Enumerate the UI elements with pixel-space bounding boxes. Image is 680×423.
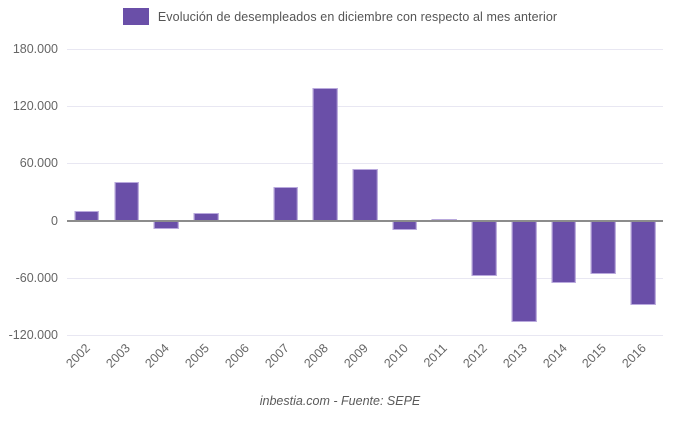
y-axis-tick-label: -60.000 bbox=[15, 270, 58, 285]
bar[interactable] bbox=[114, 181, 139, 221]
y-axis-tick-label: 0 bbox=[51, 213, 58, 228]
bar[interactable] bbox=[352, 168, 378, 221]
x-axis-tick-label: 2002 bbox=[63, 341, 93, 371]
x-axis-tick-label: 2013 bbox=[500, 341, 530, 371]
bar-slot bbox=[584, 49, 624, 335]
x-axis-tick-label: 2006 bbox=[222, 341, 252, 371]
bar-slot bbox=[107, 49, 147, 335]
bar[interactable] bbox=[273, 187, 298, 221]
bar-slot bbox=[266, 49, 306, 335]
gridline bbox=[67, 49, 663, 50]
bar-slot bbox=[464, 49, 504, 335]
x-axis-tick-label: 2011 bbox=[421, 341, 451, 370]
bar-slot bbox=[186, 49, 226, 335]
bar-slot bbox=[226, 49, 266, 335]
bar[interactable] bbox=[471, 220, 497, 277]
x-axis-tick-label: 2008 bbox=[301, 341, 332, 371]
x-axis-tick-label: 2003 bbox=[102, 341, 133, 371]
gridline bbox=[67, 106, 663, 108]
x-axis-tick-label: 2014 bbox=[539, 341, 570, 371]
y-axis-tick-label: 180.000 bbox=[12, 42, 58, 56]
bar-slot bbox=[544, 49, 584, 335]
x-axis-tick-label: 2015 bbox=[579, 341, 610, 371]
gridline bbox=[67, 163, 663, 165]
chart-source-note: inbestia.com - Fuente: SEPE bbox=[259, 394, 421, 408]
x-axis-labels: 2002 2003 2004 2005 2006 2007 2008 2009 2010 2011… bbox=[63, 335, 663, 390]
bar-slot bbox=[385, 49, 425, 335]
x-axis-tick-label: 2007 bbox=[261, 341, 292, 371]
y-axis-labels: 180.000 120.000 60.000 0 -60.000 -120.000 bbox=[0, 42, 58, 342]
gridline bbox=[67, 335, 663, 336]
x-axis-tick-label: 2016 bbox=[619, 341, 650, 371]
bar-slot bbox=[425, 49, 465, 335]
bar[interactable] bbox=[591, 220, 616, 275]
chart-legend: Evolución de desempleados en diciembre c… bbox=[0, 8, 680, 25]
y-axis-tick-label: 60.000 bbox=[19, 156, 58, 171]
bar[interactable] bbox=[154, 220, 179, 230]
x-axis-tick-label: 2009 bbox=[341, 341, 371, 371]
y-axis-tick-label: -120.000 bbox=[8, 328, 58, 342]
x-axis-tick-label: 2005 bbox=[182, 341, 212, 371]
bar[interactable] bbox=[511, 220, 537, 322]
bar-series bbox=[67, 49, 663, 335]
bar[interactable] bbox=[312, 87, 338, 221]
legend-label: Evolución de desempleados en diciembre c… bbox=[157, 9, 558, 24]
bar-slot bbox=[623, 49, 663, 335]
x-axis-tick-label: 2012 bbox=[460, 341, 491, 371]
bar-slot bbox=[305, 49, 345, 335]
bar-slot bbox=[146, 49, 186, 335]
zero-axis-line bbox=[67, 219, 663, 222]
bar-slot bbox=[345, 49, 385, 335]
legend-color-swatch-icon bbox=[122, 8, 149, 25]
bar[interactable] bbox=[392, 220, 418, 231]
gridline bbox=[67, 277, 663, 279]
x-axis-tick-label: 2004 bbox=[142, 341, 173, 371]
bar[interactable] bbox=[630, 220, 656, 306]
bar-slot bbox=[504, 49, 544, 335]
plot-area bbox=[67, 49, 663, 336]
bar-slot bbox=[67, 49, 107, 335]
x-axis-tick-label: 2010 bbox=[381, 341, 411, 371]
y-axis-tick-label: 120.000 bbox=[12, 99, 58, 114]
bar[interactable] bbox=[551, 220, 576, 283]
